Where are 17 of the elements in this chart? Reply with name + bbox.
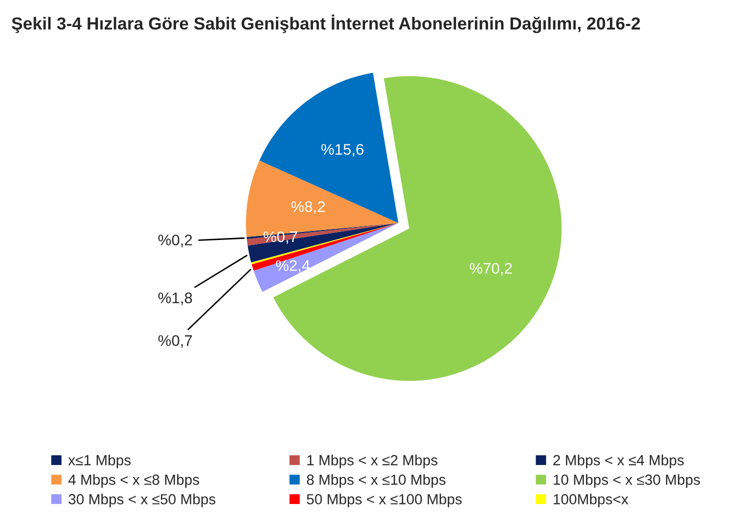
legend-label: 1 Mbps < x ≤2 Mbps xyxy=(307,454,438,468)
data-label: %15,6 xyxy=(321,144,364,157)
data-label: %1,8 xyxy=(158,292,192,306)
data-label: %0,2 xyxy=(158,234,192,248)
legend-label: 8 Mbps < x ≤10 Mbps xyxy=(306,474,446,488)
legend-label: 10 Mbps < x ≤30 Mbps xyxy=(554,474,700,488)
data-label: %70,2 xyxy=(470,262,512,276)
legend-label: 4 Mbps < x ≤8 Mbps xyxy=(68,474,200,488)
legend-label: 30 Mbps < x ≤50 Mbps xyxy=(68,494,216,508)
data-label: %8,2 xyxy=(291,201,325,214)
data-label: %0,7 xyxy=(158,335,192,348)
legend-label: 100Mbps<x xyxy=(554,494,628,508)
data-label: %2,4 xyxy=(276,260,310,273)
chart-title: Şekil 3-4 Hızlara Göre Sabit Genişbant İnternet Abonelerinin Dağılımı, 2016-2 xyxy=(12,14,640,34)
legend-label: 50 Mbps < x ≤100 Mbps xyxy=(306,494,462,508)
legend-label: x≤1 Mbps xyxy=(68,454,131,468)
legend-label: 2 Mbps < x ≤4 Mbps xyxy=(553,454,684,468)
